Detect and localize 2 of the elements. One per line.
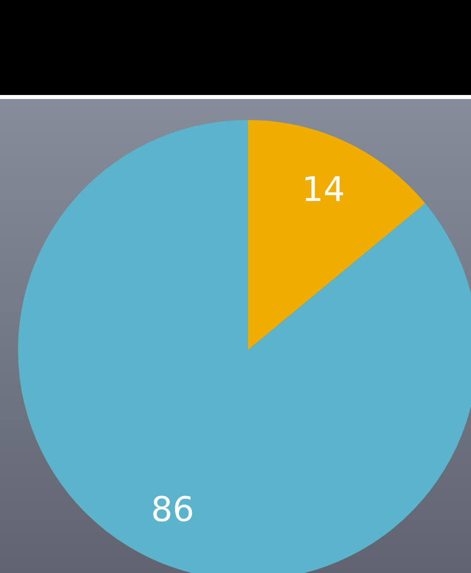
data-label: 86 bbox=[150, 490, 194, 530]
data-label: 14 bbox=[302, 170, 346, 210]
